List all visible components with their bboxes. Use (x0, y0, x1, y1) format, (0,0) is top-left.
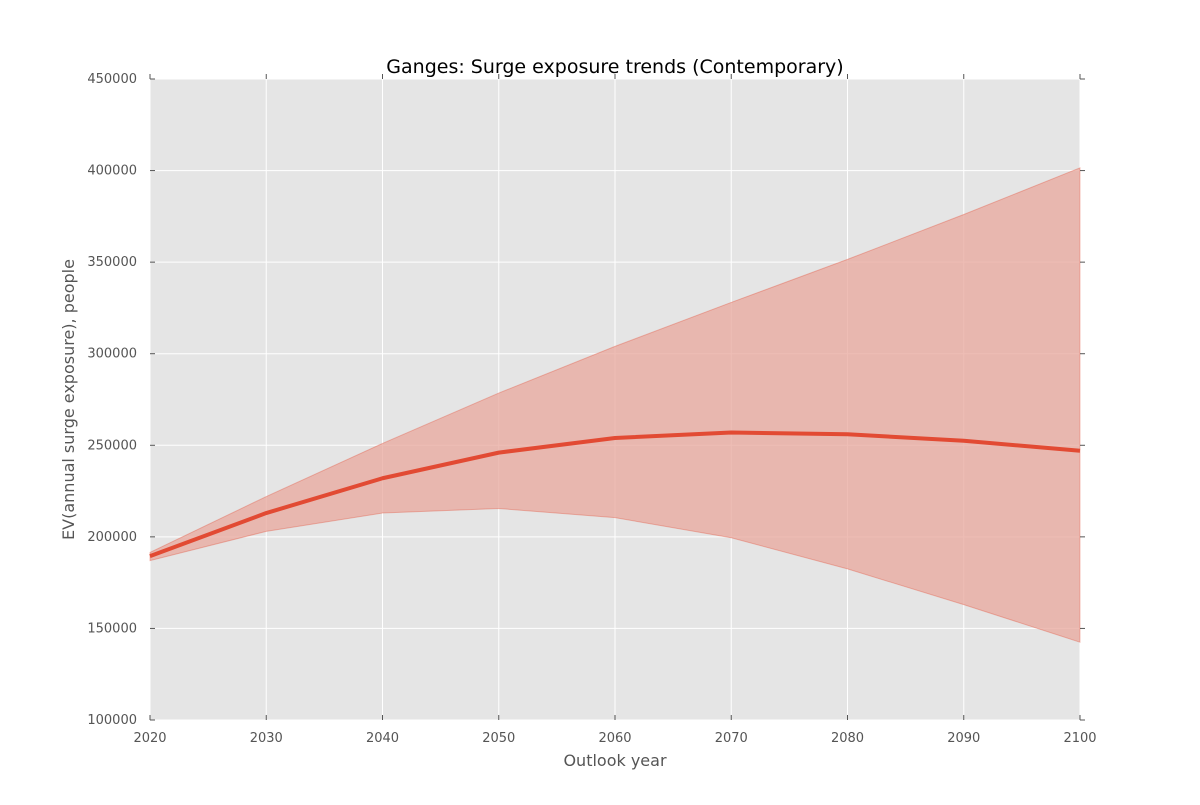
x-tick-label: 2030 (250, 731, 283, 746)
y-axis-title: EV(annual surge exposure), people (59, 259, 78, 540)
chart-title: Ganges: Surge exposure trends (Contempor… (386, 56, 843, 78)
x-axis-title: Outlook year (563, 751, 667, 770)
y-tick-label: 400000 (87, 164, 137, 179)
x-tick-label: 2090 (947, 731, 980, 746)
axis-ticks: 2020 2030 2040 2050 2060 2070 2080 2090 2100 1000… (87, 72, 1096, 746)
y-tick-label: 250000 (87, 438, 137, 453)
uncertainty-band (149, 167, 1081, 643)
x-tick-label: 2080 (831, 731, 864, 746)
y-tick-label: 200000 (87, 530, 137, 545)
x-tick-label: 2050 (482, 731, 515, 746)
series-line (149, 430, 1081, 558)
y-tick-label: 100000 (87, 713, 137, 728)
x-tick-label: 2020 (133, 731, 166, 746)
x-tick-label: 2060 (598, 731, 631, 746)
x-tick-label: 2070 (715, 731, 748, 746)
y-tick-label: 150000 (87, 621, 137, 636)
y-tick-label: 450000 (87, 72, 137, 87)
x-tick-label: 2100 (1063, 731, 1096, 746)
x-tick-label: 2040 (366, 731, 399, 746)
y-tick-label: 350000 (87, 255, 137, 270)
y-tick-label: 300000 (87, 347, 137, 362)
